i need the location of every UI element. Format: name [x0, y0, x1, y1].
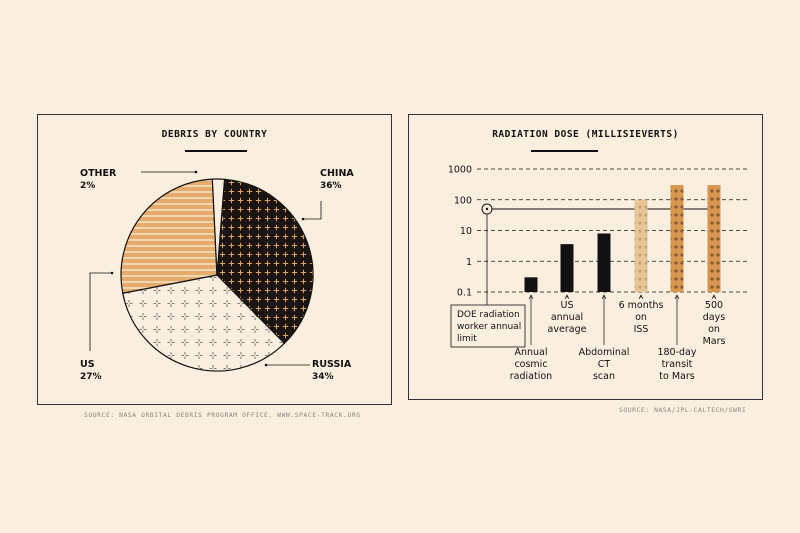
pie-label-us: US — [80, 359, 95, 370]
reference-label-line: worker annual — [457, 322, 521, 332]
pie-label-other-leader-dot — [194, 170, 198, 174]
bar-abdominal-ct-scan-label: Abdominal — [579, 347, 630, 358]
pie-label-us-leader — [89, 272, 112, 351]
bar-180-day-transit-to-mars-label: 180-day — [657, 347, 696, 358]
pie-label-russia-leader-dot — [264, 363, 268, 367]
pie-label-china-value: 36% — [320, 181, 342, 191]
debris-chart-panel: DEBRIS BY COUNTRY CHINA 36% RUSSIA 34% US 27%… — [37, 114, 392, 405]
pie-label-russia-value: 34% — [312, 372, 334, 382]
radiation-chart-panel: RADIATION DOSE (MILLISIEVERTS) 1000 100 10… — [408, 114, 763, 400]
bar-annual-cosmic-radiation-label: cosmic — [514, 359, 547, 370]
bar-6-months-on-iss-label: on — [635, 312, 647, 323]
title-underline — [531, 150, 598, 152]
bar-abdominal-ct-scan-label: CT — [598, 359, 611, 370]
pie-label-other-value: 2% — [80, 181, 95, 191]
y-tick-10: 10 — [460, 226, 472, 237]
pie-label-us-leader-dot — [110, 271, 114, 275]
bar-us-annual-average-label: US — [561, 300, 574, 311]
reference-marker-dot — [485, 207, 489, 211]
bar-annual-cosmic-radiation-label: Annual — [514, 347, 547, 358]
pie-slice-china — [216, 178, 314, 345]
y-tick-1000: 1000 — [448, 165, 472, 176]
bar-6-months-on-iss-arrow — [638, 294, 644, 300]
bar-500-days-on-mars-label: 500 — [705, 300, 723, 311]
reference-label-line: DOE radiation — [457, 310, 520, 320]
bar-abdominal-ct-scan-label: scan — [593, 371, 615, 382]
bar-500-days-on-mars-arrow — [711, 294, 717, 300]
reference-label-box — [450, 304, 526, 348]
bar-annual-cosmic-radiation — [524, 277, 538, 292]
bar-annual-cosmic-radiation-arrow — [528, 294, 534, 300]
bar-us-annual-average-label: annual — [551, 312, 583, 323]
bar-180-day-transit-to-mars-label: to Mars — [659, 371, 694, 382]
bar-500-days-on-mars-label: days — [703, 312, 725, 323]
bar-180-day-transit-to-mars-arrow — [674, 294, 680, 300]
pie-slice-russia — [122, 274, 286, 372]
bar-annual-cosmic-radiation-label: radiation — [510, 371, 552, 382]
pie-chart: CHINA 36% RUSSIA 34% US 27% OTHER 2% — [80, 168, 354, 382]
pie-label-other: OTHER — [80, 168, 117, 179]
reference-label-line: limit — [457, 334, 477, 344]
bar-180-day-transit-to-mars — [670, 185, 684, 292]
y-tick-1: 1 — [466, 257, 472, 268]
bar-chart: 1000 100 10 1 0.1 DOE radiation worker annual l… — [448, 165, 747, 382]
pie-slice-other — [211, 178, 226, 276]
pie-label-china-leader — [303, 201, 322, 220]
pie-label-china: CHINA — [320, 168, 354, 179]
bar-6-months-on-iss-label: 6 months — [619, 300, 664, 311]
bar-abdominal-ct-scan — [597, 233, 611, 292]
debris-source: SOURCE: NASA ORBITAL DEBRIS PROGRAM OFFI… — [84, 412, 361, 419]
bar-6-months-on-iss-label: ISS — [634, 324, 649, 335]
y-tick-100: 100 — [454, 195, 472, 206]
pie-label-russia: RUSSIA — [312, 359, 352, 370]
title-underline — [185, 150, 247, 152]
radiation-chart-title: RADIATION DOSE (MILLISIEVERTS) — [492, 129, 679, 140]
bar-500-days-on-mars-label: on — [708, 324, 720, 335]
y-tick-0-1: 0.1 — [457, 288, 472, 299]
bar-us-annual-average-arrow — [564, 294, 570, 300]
bar-500-days-on-mars-label: Mars — [703, 336, 726, 347]
pie-slice-us — [120, 178, 218, 294]
radiation-source: SOURCE: NASA/JPL-CALTECH/SWRI — [619, 407, 747, 414]
bar-abdominal-ct-scan-arrow — [601, 294, 607, 300]
bar-180-day-transit-to-mars-label: transit — [662, 359, 693, 370]
bar-500-days-on-mars — [707, 185, 721, 292]
pie-label-china-leader-dot — [301, 217, 305, 221]
bar-us-annual-average-label: average — [548, 324, 587, 335]
bar-us-annual-average — [560, 244, 574, 292]
bar-6-months-on-iss — [634, 199, 648, 292]
pie-label-us-value: 27% — [80, 372, 102, 382]
debris-chart-title: DEBRIS BY COUNTRY — [161, 129, 268, 140]
